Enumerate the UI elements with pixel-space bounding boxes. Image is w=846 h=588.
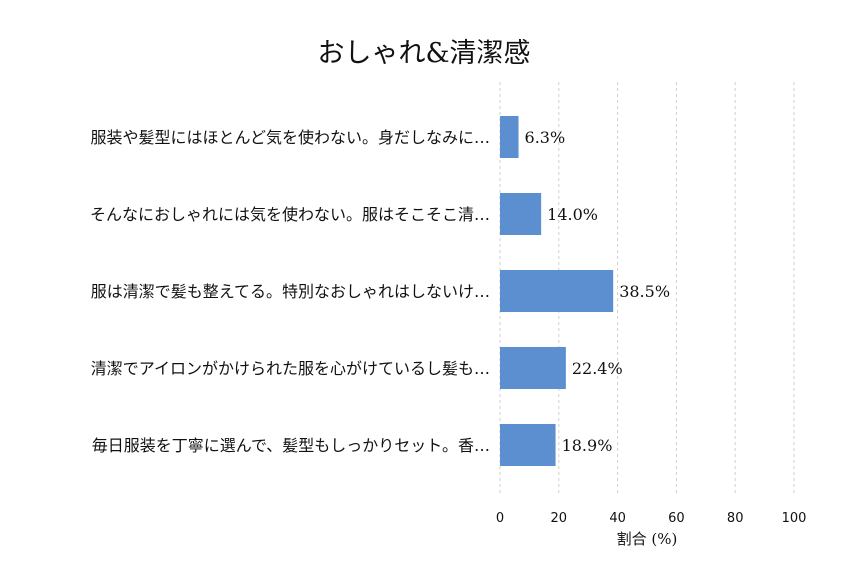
category-label-1: そんなにおしゃれには気を使わない。服はそこそこ清… — [90, 205, 490, 224]
x-tick-label-0: 0 — [496, 511, 504, 526]
value-label-3: 22.4% — [572, 359, 623, 378]
bar-4 — [500, 424, 556, 466]
x-tick-label-4: 80 — [727, 511, 744, 526]
category-label-2: 服は清潔で髪も整えてる。特別なおしゃれはしないけ… — [91, 282, 490, 301]
value-label-2: 38.5% — [619, 282, 670, 301]
category-label-3: 清潔でアイロンがかけられた服を心がけているし髪も… — [91, 359, 490, 378]
bar-3 — [500, 347, 566, 389]
category-labels: 服装や髪型にはほとんど気を使わない。身だしなみに… そんなにおしゃれには気を使わな… — [90, 128, 490, 455]
value-label-1: 14.0% — [547, 205, 598, 224]
category-label-0: 服装や髪型にはほとんど気を使わない。身だしなみに… — [90, 128, 490, 147]
x-tick-label-5: 100 — [782, 511, 807, 526]
chart-title: おしゃれ&清潔感 — [317, 38, 530, 69]
value-label-0: 6.3% — [525, 128, 566, 147]
category-label-4: 毎日服装を丁寧に選んで、髪型もしっかりセット。香… — [92, 436, 490, 455]
x-axis-label: 割合 (%) — [617, 530, 678, 548]
bars — [500, 116, 614, 466]
bar-2 — [500, 270, 614, 312]
bar-0 — [500, 116, 519, 158]
value-label-4: 18.9% — [562, 436, 613, 455]
x-tick-label-1: 20 — [551, 511, 568, 526]
x-tick-label-2: 40 — [609, 511, 626, 526]
value-labels: 6.3% 14.0% 38.5% 22.4% 18.9% — [525, 128, 670, 455]
x-tick-label-3: 60 — [668, 511, 685, 526]
bar-1 — [500, 193, 542, 235]
x-axis-ticks: 0 20 40 60 80 100 — [496, 511, 807, 526]
